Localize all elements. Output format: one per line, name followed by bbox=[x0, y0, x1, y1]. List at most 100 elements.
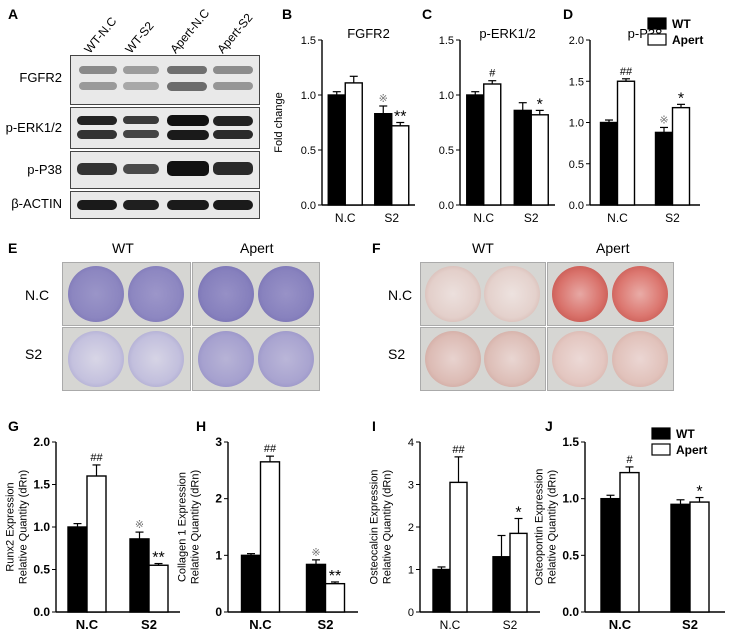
chart-h-y-label: Collagen 1 Expression bbox=[177, 472, 189, 582]
chart-h-x-tick-label: S2 bbox=[318, 617, 334, 632]
legend-swatch-wt bbox=[651, 427, 671, 440]
legend-swatch-wt bbox=[647, 17, 667, 30]
chart-b-y-tick-label: 1.5 bbox=[301, 35, 316, 47]
chart-g-bar-apert bbox=[148, 564, 169, 613]
chart-b-y-tick-label: 0.5 bbox=[301, 145, 316, 157]
chart-g-significance-mark: ## bbox=[90, 452, 103, 464]
chart-c-bar-wt bbox=[513, 109, 532, 206]
panel-letter-d: D bbox=[563, 6, 574, 22]
blot-strip-bactin bbox=[70, 191, 260, 219]
chart-i-bar-wt bbox=[432, 568, 451, 613]
legend-swatch-apert bbox=[647, 33, 667, 46]
chart-i-x-tick-label: S2 bbox=[503, 618, 518, 632]
chart-d-bar-apert bbox=[671, 106, 691, 206]
chart-g-significance-mark: ** bbox=[152, 550, 164, 567]
chart-c-bar-apert bbox=[530, 114, 549, 206]
plate-row-s2: S2 bbox=[388, 346, 406, 362]
panel-letter-f: F bbox=[372, 240, 381, 256]
chart-d-y-tick-label: 0.0 bbox=[569, 200, 584, 212]
chart-g-y-tick-label: 2.0 bbox=[33, 435, 50, 449]
plate-header-apert: Apert bbox=[596, 240, 630, 256]
chart-c-significance-mark: # bbox=[489, 68, 496, 80]
chart-b-bar-wt bbox=[327, 94, 346, 206]
blot-strip-pp38 bbox=[70, 151, 260, 189]
chart-b-bar-apert bbox=[344, 82, 363, 206]
chart-b-bar-wt bbox=[374, 112, 393, 206]
chart-c-y-tick-label: 1.5 bbox=[439, 35, 454, 47]
panel-letter-h: H bbox=[196, 418, 207, 434]
chart-i-y-tick-label: 3 bbox=[408, 480, 414, 492]
chart-j-bar-wt bbox=[670, 503, 691, 613]
chart-b-significance-mark: ※ bbox=[379, 93, 388, 105]
panel-letter-i: I bbox=[372, 418, 376, 434]
chart-g-x-tick-label: N.C bbox=[76, 617, 99, 632]
chart-b-x-tick-label: S2 bbox=[384, 211, 399, 225]
chart-d-x-tick-label: S2 bbox=[665, 211, 680, 225]
chart-g-y-tick-label: 1.5 bbox=[33, 478, 50, 492]
legend-label-wt: WT bbox=[676, 427, 695, 441]
chart-c-significance-mark: * bbox=[537, 96, 543, 113]
panel-letter-c: C bbox=[422, 6, 433, 22]
chart-j-y-tick-label: 0.5 bbox=[562, 548, 579, 562]
chart-d-significance-mark: * bbox=[678, 90, 684, 107]
chart-j-x-tick-label: S2 bbox=[682, 617, 698, 632]
blot-strip-perk bbox=[70, 107, 260, 149]
legend-swatch-apert bbox=[651, 443, 671, 456]
plate-f-apert-nc bbox=[547, 262, 674, 326]
plate-f-wt-nc bbox=[420, 262, 546, 326]
chart-h-bar-wt bbox=[305, 563, 327, 613]
chart-h-x-tick-label: N.C bbox=[249, 617, 272, 632]
plate-e-wt-s2 bbox=[62, 327, 191, 391]
plate-e-wt-nc bbox=[62, 262, 191, 326]
chart-d-significance-mark: ## bbox=[620, 66, 633, 78]
chart-i-significance-mark: ## bbox=[452, 444, 465, 456]
chart-b-title: FGFR2 bbox=[347, 26, 390, 41]
chart-d-significance-mark: ※ bbox=[659, 114, 668, 126]
blot-row-label: FGFR2 bbox=[19, 70, 62, 85]
blot-row-label: p-P38 bbox=[27, 162, 62, 177]
chart-i-bar-wt bbox=[492, 556, 511, 613]
chart-g-y-tick-label: 0.5 bbox=[33, 563, 50, 577]
chart-d-bar-apert bbox=[616, 80, 636, 206]
chart-j-bar-apert bbox=[689, 501, 710, 613]
chart-h-bar-apert bbox=[259, 461, 281, 613]
blot-row-label: β-ACTIN bbox=[11, 196, 62, 211]
chart-h-y-label: Relative Quantity (dRn) bbox=[190, 470, 202, 584]
plate-row-nc: N.C bbox=[25, 287, 50, 303]
chart-d-y-tick-label: 1.5 bbox=[569, 76, 584, 88]
chart-i-y-tick-label: 4 bbox=[408, 437, 414, 449]
plate-header-wt: WT bbox=[112, 240, 134, 256]
chart-j-x-tick-label: N.C bbox=[609, 617, 632, 632]
blot-strip-fgfr2 bbox=[70, 55, 260, 105]
chart-h-y-tick-label: 3 bbox=[215, 435, 222, 449]
chart-d-x-tick-label: N.C bbox=[607, 211, 628, 225]
chart-c-title: p-ERK1/2 bbox=[479, 26, 535, 41]
chart-i-bar-apert bbox=[509, 532, 528, 613]
chart-i-y-tick-label: 1 bbox=[408, 565, 414, 577]
chart-h-significance-mark: ** bbox=[329, 568, 341, 585]
chart-i-y-tick-label: 0 bbox=[408, 607, 414, 619]
chart-j-y-tick-label: 1.5 bbox=[562, 435, 579, 449]
plate-header-apert: Apert bbox=[240, 240, 274, 256]
panel-letter-g: G bbox=[8, 418, 19, 434]
chart-c-x-tick-label: N.C bbox=[473, 211, 494, 225]
chart-h-bar-apert bbox=[324, 582, 346, 613]
chart-h-y-tick-label: 1 bbox=[215, 548, 222, 562]
chart-g-bar-wt bbox=[67, 526, 88, 613]
chart-d-y-tick-label: 1.0 bbox=[569, 118, 584, 130]
chart-g-y-tick-label: 0.0 bbox=[33, 605, 50, 619]
chart-j-bar-apert bbox=[619, 471, 640, 613]
chart-j-significance-mark: # bbox=[626, 454, 633, 466]
chart-g-y-label: Runx2 Expression bbox=[5, 482, 17, 571]
legend-label-wt: WT bbox=[672, 17, 691, 31]
blot-row-label: p-ERK1/2 bbox=[5, 120, 62, 135]
plate-row-nc: N.C bbox=[388, 287, 413, 303]
chart-g-significance-mark: ※ bbox=[135, 519, 144, 531]
chart-c-y-tick-label: 1.0 bbox=[439, 90, 454, 102]
chart-h-y-tick-label: 2 bbox=[215, 492, 222, 506]
chart-d-y-tick-label: 2.0 bbox=[569, 35, 584, 47]
chart-g-bar-apert bbox=[86, 475, 107, 613]
chart-c-bar-wt bbox=[466, 94, 485, 206]
chart-j-significance-mark: * bbox=[696, 484, 702, 501]
